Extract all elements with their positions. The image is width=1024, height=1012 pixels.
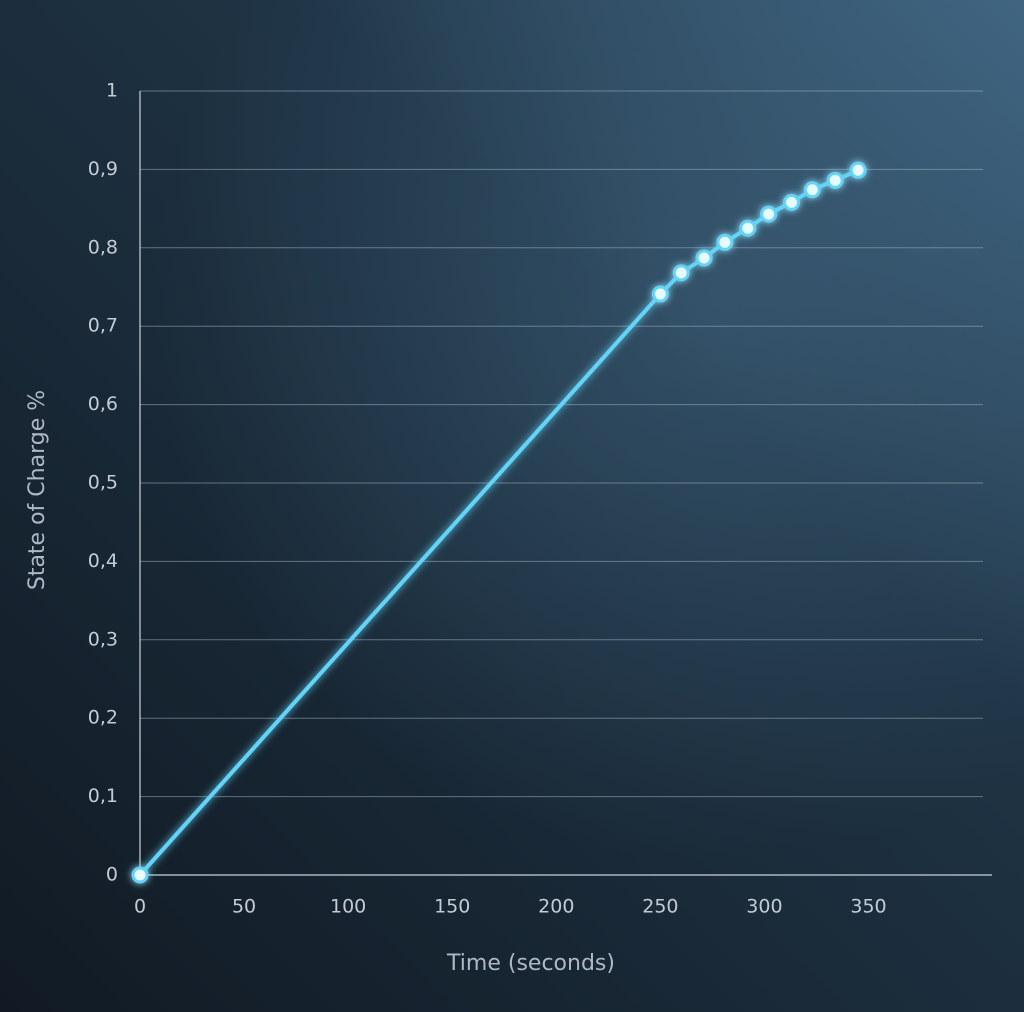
x-tick-label: 250 [642, 896, 678, 918]
y-axis-title: State of Charge % [25, 390, 50, 590]
point [672, 264, 690, 282]
x-tick-label: 200 [538, 896, 574, 918]
plot [131, 161, 867, 884]
y-tick-label: 0,5 [88, 472, 118, 494]
y-tick-label: 0,7 [88, 315, 118, 337]
y-tick-label: 0,2 [88, 707, 118, 729]
point [783, 193, 801, 211]
y-tick-label: 1 [106, 80, 118, 102]
y-tick-label: 0,3 [88, 628, 118, 650]
y-tick-label: 0,1 [88, 785, 118, 807]
y-tick-label: 0,4 [88, 550, 118, 572]
y-tick-label: 0,9 [88, 158, 118, 180]
x-tick-label: 100 [330, 896, 366, 918]
point [131, 866, 149, 884]
x-axis-title: Time (seconds) [446, 951, 615, 976]
y-tick-label: 0,8 [88, 236, 118, 258]
point [826, 171, 844, 189]
y-tick-label: 0 [106, 864, 118, 886]
x-tick-label: 350 [850, 896, 886, 918]
point [716, 233, 734, 251]
x-tick-label: 150 [434, 896, 470, 918]
point [760, 205, 778, 223]
x-tick-label: 50 [232, 896, 256, 918]
x-tick-label: 0 [134, 896, 146, 918]
y-tick-label: 0,6 [88, 393, 118, 415]
point [651, 285, 669, 303]
point [849, 161, 867, 179]
point [695, 249, 713, 267]
tick-labels: 0 0,1 0,2 0,3 0,4 0,5 0,6 0,7 0,8 0,9 1 0 50 100 150 20… [88, 80, 887, 918]
point [739, 219, 757, 237]
point [803, 181, 821, 199]
x-tick-label: 300 [746, 896, 782, 918]
